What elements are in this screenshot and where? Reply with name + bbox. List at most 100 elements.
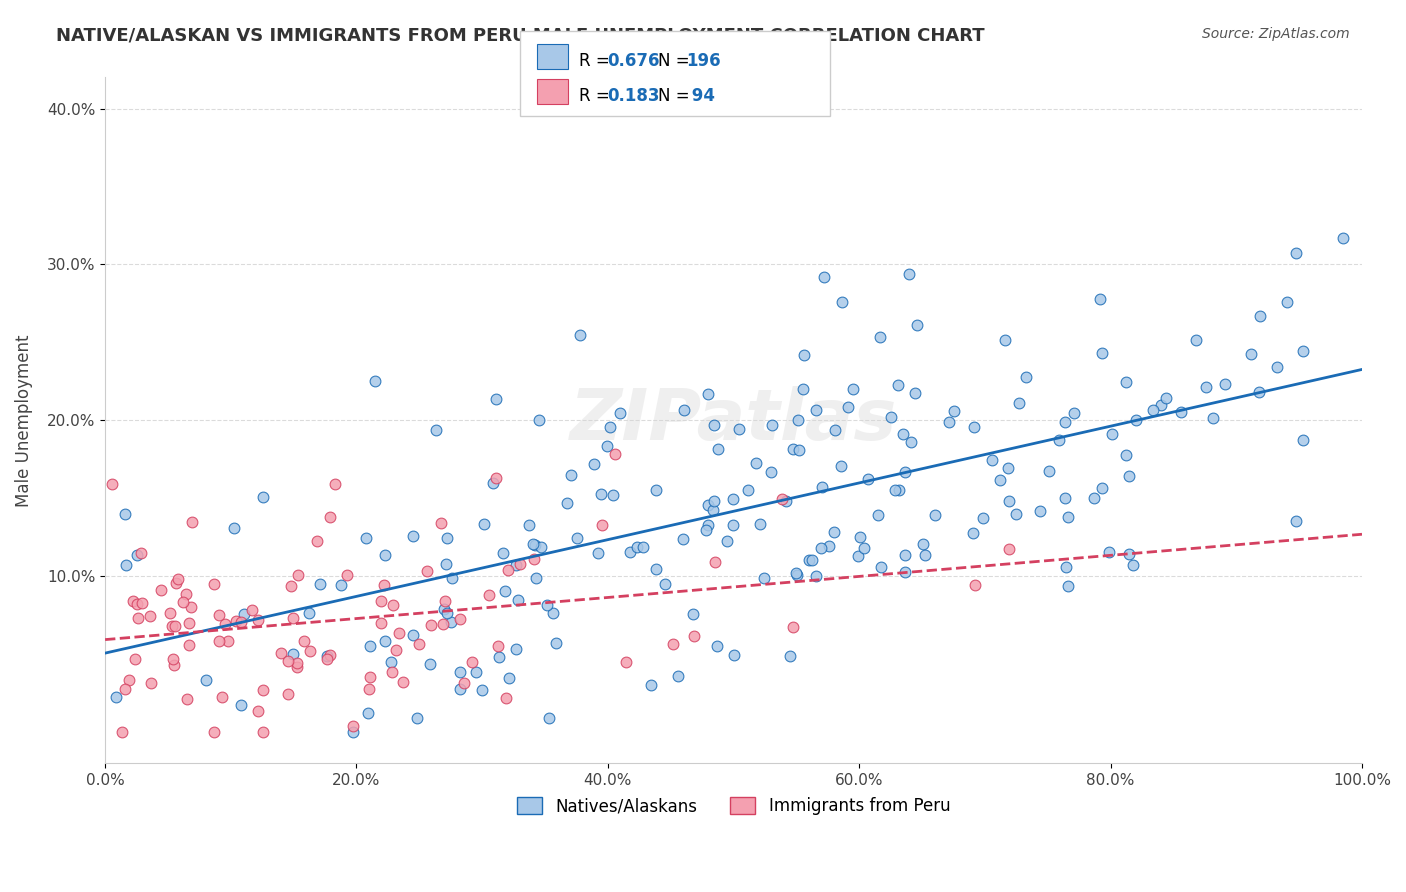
Point <box>180 515 202 529</box>
Point <box>391 675 413 690</box>
Point <box>721 491 744 506</box>
Point <box>759 465 782 479</box>
Point <box>127 610 149 624</box>
Point <box>208 607 231 622</box>
Point <box>436 531 458 545</box>
Point <box>560 468 582 483</box>
Text: N =: N = <box>658 87 695 105</box>
Point <box>359 640 381 654</box>
Point <box>723 648 745 662</box>
Point <box>1038 464 1060 478</box>
Point <box>912 537 935 551</box>
Point <box>810 541 832 555</box>
Point <box>381 665 404 679</box>
Point <box>494 584 516 599</box>
Point <box>524 538 547 552</box>
Point <box>924 508 946 522</box>
Point <box>799 553 821 567</box>
Point <box>498 671 520 685</box>
Point <box>101 477 124 491</box>
Point <box>478 588 501 602</box>
Text: 196: 196 <box>686 52 721 70</box>
Point <box>519 518 541 533</box>
Point <box>342 725 364 739</box>
Point <box>666 668 689 682</box>
Point <box>319 648 342 662</box>
Point <box>644 483 666 497</box>
Point <box>1091 481 1114 495</box>
Point <box>682 628 704 642</box>
Point <box>752 571 775 585</box>
Point <box>589 487 612 501</box>
Point <box>509 558 531 572</box>
Point <box>240 603 263 617</box>
Point <box>159 606 181 620</box>
Point <box>380 655 402 669</box>
Point <box>247 704 270 718</box>
Point <box>524 572 547 586</box>
Point <box>716 534 738 549</box>
Point <box>374 548 396 562</box>
Point <box>775 493 797 508</box>
Point <box>131 596 153 610</box>
Point <box>603 446 626 460</box>
Point <box>416 564 439 578</box>
Point <box>252 725 274 739</box>
Point <box>1125 413 1147 427</box>
Point <box>1115 448 1137 462</box>
Point <box>893 565 915 579</box>
Point <box>761 418 783 433</box>
Point <box>555 496 578 510</box>
Point <box>292 633 315 648</box>
Point <box>893 549 915 563</box>
Point <box>1292 343 1315 358</box>
Point <box>408 637 430 651</box>
Point <box>449 681 471 696</box>
Point <box>460 656 482 670</box>
Point <box>536 599 558 613</box>
Point <box>1008 396 1031 410</box>
Point <box>1292 433 1315 447</box>
Point <box>869 330 891 344</box>
Point <box>1118 468 1140 483</box>
Point <box>214 617 236 632</box>
Point <box>837 401 859 415</box>
Point <box>174 587 197 601</box>
Point <box>425 424 447 438</box>
Point <box>602 488 624 502</box>
Point <box>858 472 880 486</box>
Point <box>434 558 457 572</box>
Point <box>336 568 359 582</box>
Point <box>436 606 458 620</box>
Point <box>522 537 544 551</box>
Point <box>1090 345 1112 359</box>
Point <box>1275 294 1298 309</box>
Point <box>1184 333 1206 347</box>
Point <box>225 614 247 628</box>
Point <box>385 643 408 657</box>
Point <box>370 616 392 631</box>
Point <box>1142 403 1164 417</box>
Point <box>884 483 907 498</box>
Text: N =: N = <box>658 52 695 70</box>
Point <box>118 673 141 688</box>
Point <box>894 466 917 480</box>
Point <box>591 517 613 532</box>
Point <box>485 392 508 407</box>
Point <box>176 692 198 706</box>
Point <box>160 619 183 633</box>
Point <box>163 657 186 672</box>
Point <box>498 563 520 577</box>
Point <box>831 294 853 309</box>
Text: ZIPatlas: ZIPatlas <box>569 385 897 455</box>
Point <box>963 420 986 434</box>
Point <box>180 600 202 615</box>
Point <box>433 602 456 616</box>
Point <box>1047 434 1070 448</box>
Point <box>222 521 245 535</box>
Point <box>749 517 772 532</box>
Point <box>631 540 654 554</box>
Point <box>211 690 233 705</box>
Point <box>994 333 1017 347</box>
Point <box>640 678 662 692</box>
